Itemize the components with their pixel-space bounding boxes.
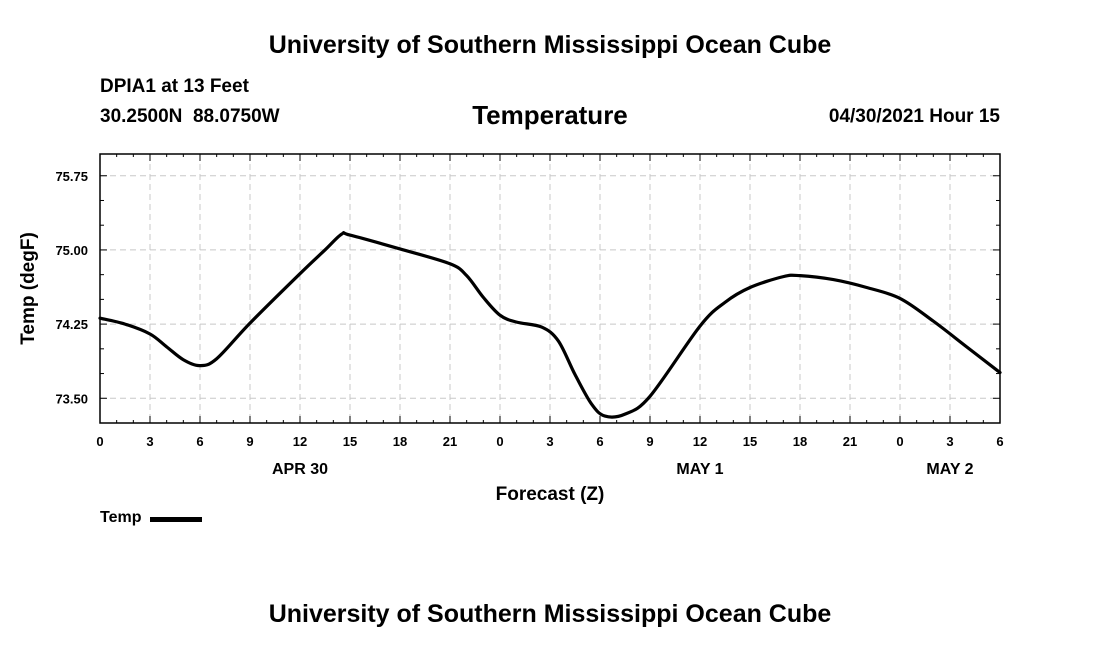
station-coordinates: 30.2500N 88.0750W (100, 106, 280, 127)
day-label: MAY 1 (676, 461, 723, 478)
x-tick-label: 9 (246, 434, 253, 449)
x-tick-label: 6 (196, 434, 203, 449)
series-layer (98, 231, 1002, 419)
day-label: APR 30 (272, 461, 328, 478)
x-tick-label: 0 (96, 434, 103, 449)
x-tick-label: 6 (596, 434, 603, 449)
x-tick-label: 18 (793, 434, 807, 449)
y-tick-label: 73.50 (55, 391, 88, 406)
y-tick-label: 74.25 (55, 317, 88, 332)
chart-title: Temperature (472, 100, 628, 130)
y-tick-label: 75.75 (55, 169, 88, 184)
x-tick-label: 9 (646, 434, 653, 449)
x-tick-label: 15 (743, 434, 757, 449)
y-axis-label: Temp (degF) (18, 232, 39, 345)
station-name: DPIA1 at 13 Feet (100, 76, 249, 97)
x-tick-label: 18 (393, 434, 407, 449)
forecast-timestamp: 04/30/2021 Hour 15 (828, 106, 1000, 127)
x-tick-label: 21 (443, 434, 457, 449)
temperature-chart: 0 3 6 9 12 15 18 21 0 3 6 9 12 15 18 21 0 3 6 73.50 74.25 75.… (18, 153, 1004, 505)
x-tick-label: 21 (843, 434, 857, 449)
plot-frame (99, 153, 1001, 424)
temp-series-line (98, 231, 1002, 419)
grid-lines (100, 154, 1000, 423)
tick-labels: 0 3 6 9 12 15 18 21 0 3 6 9 12 15 18 21 0 3 6 73.50 74.25 75.… (55, 169, 1003, 478)
page-title: University of Southern Mississippi Ocean… (268, 31, 832, 59)
legend-label: Temp (100, 509, 142, 526)
day-label: MAY 2 (926, 461, 973, 478)
legend-swatch (150, 517, 203, 522)
x-axis-label: Forecast (Z) (496, 484, 605, 505)
x-tick-label: 0 (496, 434, 503, 449)
x-tick-label: 3 (546, 434, 553, 449)
x-tick-label: 0 (896, 434, 903, 449)
x-tick-label: 6 (996, 434, 1003, 449)
x-tick-label: 3 (946, 434, 953, 449)
x-tick-label: 12 (293, 434, 307, 449)
footer-title: University of Southern Mississippi Ocean… (268, 600, 832, 628)
x-tick-label: 12 (693, 434, 707, 449)
x-tick-label: 3 (146, 434, 153, 449)
x-tick-label: 15 (343, 434, 357, 449)
y-tick-label: 75.00 (55, 243, 88, 258)
chart-legend: Temp (100, 509, 203, 527)
